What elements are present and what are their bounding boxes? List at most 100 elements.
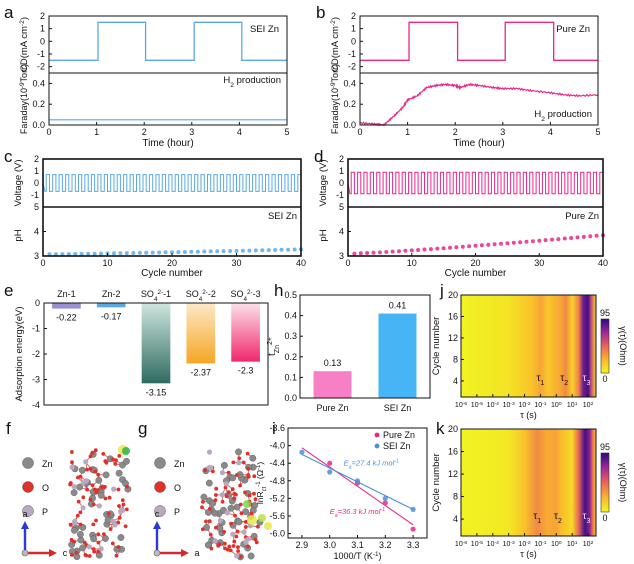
ph-point bbox=[581, 234, 586, 239]
atom-Zn bbox=[249, 454, 257, 462]
atom-P bbox=[83, 459, 89, 465]
atom-O bbox=[70, 460, 74, 465]
cd-line bbox=[49, 21, 287, 61]
label-part: =36.3 kJ mol bbox=[338, 507, 381, 516]
atom-O bbox=[252, 491, 256, 496]
ph-point bbox=[448, 245, 452, 250]
charge-density-isosurface bbox=[122, 447, 130, 455]
label-part: H bbox=[223, 75, 230, 86]
bar-value-label: 0.41 bbox=[389, 301, 407, 311]
label-part: 4 bbox=[154, 296, 158, 303]
y-axis-label-ph: pH bbox=[318, 229, 329, 241]
axis-right-arrowhead bbox=[49, 549, 57, 557]
atom-O bbox=[74, 550, 79, 555]
label-part: 1 bbox=[575, 401, 578, 407]
atom-O bbox=[217, 542, 222, 547]
legend-label-Zn: Zn bbox=[174, 459, 185, 469]
atom-O bbox=[234, 492, 238, 497]
ph-point bbox=[234, 248, 239, 253]
ph-point bbox=[435, 246, 440, 251]
label-part: 10 bbox=[551, 402, 559, 409]
x-tick-label: 10 bbox=[102, 258, 112, 268]
atom-O bbox=[101, 452, 106, 456]
atom-Zn bbox=[71, 526, 78, 534]
label-part: 2- bbox=[202, 289, 208, 296]
atom-O bbox=[125, 484, 129, 489]
atom-O bbox=[94, 518, 98, 523]
atom-O bbox=[224, 494, 229, 499]
atom-P bbox=[120, 507, 126, 513]
label-part: -2 bbox=[208, 289, 216, 299]
label-part: 2 bbox=[558, 518, 562, 525]
label-part: τ bbox=[536, 373, 540, 384]
x-axis-label: 1000/T (K-1) bbox=[334, 551, 382, 562]
label-part: Torr) bbox=[19, 64, 29, 83]
y-tick-label: 5 bbox=[34, 202, 39, 212]
label-part: 10 bbox=[518, 541, 526, 548]
data-point bbox=[354, 478, 361, 484]
label-part: -5 bbox=[479, 401, 484, 407]
atom-O bbox=[84, 553, 89, 558]
atom-O bbox=[256, 524, 260, 529]
ph-point bbox=[499, 241, 503, 246]
atom-O bbox=[116, 545, 121, 549]
charge-density-isosurface bbox=[264, 522, 272, 530]
charge-density-isosurface bbox=[247, 515, 257, 525]
legend-atom-Zn bbox=[22, 457, 34, 469]
x-tick-label: 0 bbox=[357, 127, 362, 137]
axis-origin bbox=[21, 549, 29, 557]
label-part: production bbox=[234, 75, 281, 86]
ph-point bbox=[279, 247, 284, 252]
panel-label-a: a bbox=[4, 3, 14, 22]
ph-point bbox=[416, 248, 421, 252]
y-tick-label: 4 bbox=[453, 376, 458, 386]
x-tick-label: 101 bbox=[567, 540, 578, 549]
atom-Zn bbox=[90, 535, 98, 543]
label-part: τ bbox=[533, 511, 537, 522]
label-part: -6 bbox=[463, 401, 468, 407]
legend-atom-P bbox=[22, 505, 34, 517]
x-tick-label: 3.2 bbox=[379, 540, 392, 550]
atom-P bbox=[69, 464, 75, 470]
y-tick-label: -5.2 bbox=[269, 493, 285, 503]
y-tick-label: 12 bbox=[448, 469, 458, 479]
ph-point bbox=[594, 233, 599, 238]
y-tick-label: 0 bbox=[351, 36, 356, 46]
category-label: SO42--1 bbox=[141, 289, 171, 303]
label-part: 10 bbox=[567, 541, 575, 548]
data-point bbox=[410, 526, 416, 532]
y-axis-label-ph: pH bbox=[13, 229, 24, 241]
atom-O bbox=[117, 515, 122, 520]
ph-point bbox=[247, 248, 252, 253]
ph-point bbox=[486, 242, 491, 247]
plot-frame bbox=[460, 428, 597, 537]
atom-O bbox=[220, 499, 225, 504]
x-tick-label: 20 bbox=[470, 258, 480, 268]
bar-value-label: -3.15 bbox=[146, 387, 167, 397]
bar-value-label: 0.13 bbox=[324, 358, 342, 368]
ph-point bbox=[240, 248, 245, 253]
atom-Zn bbox=[205, 479, 213, 487]
category-label: Zn-2 bbox=[102, 289, 121, 299]
label-part: -1 bbox=[380, 507, 385, 513]
label-part: SO bbox=[231, 289, 244, 299]
atom-P bbox=[230, 531, 236, 537]
atom-O bbox=[103, 485, 107, 489]
label-part: ) bbox=[378, 551, 381, 561]
label-part: H bbox=[534, 109, 541, 120]
atom-O bbox=[227, 544, 232, 549]
atom-O bbox=[247, 493, 252, 498]
atom-Zn bbox=[242, 508, 250, 516]
atom-O bbox=[85, 467, 89, 472]
bar-SO4^2--3 bbox=[231, 303, 260, 362]
y-axis-label-cd: CD(mA cm-2) bbox=[19, 17, 31, 72]
atom-O bbox=[120, 498, 125, 503]
atom-O bbox=[225, 547, 230, 552]
x-tick-label: 10-1 bbox=[534, 401, 546, 410]
ph-point bbox=[208, 249, 213, 254]
bar-Zn-1 bbox=[52, 303, 81, 309]
plot-frame bbox=[359, 15, 599, 126]
colorbar-max-label: 95 bbox=[600, 308, 610, 318]
